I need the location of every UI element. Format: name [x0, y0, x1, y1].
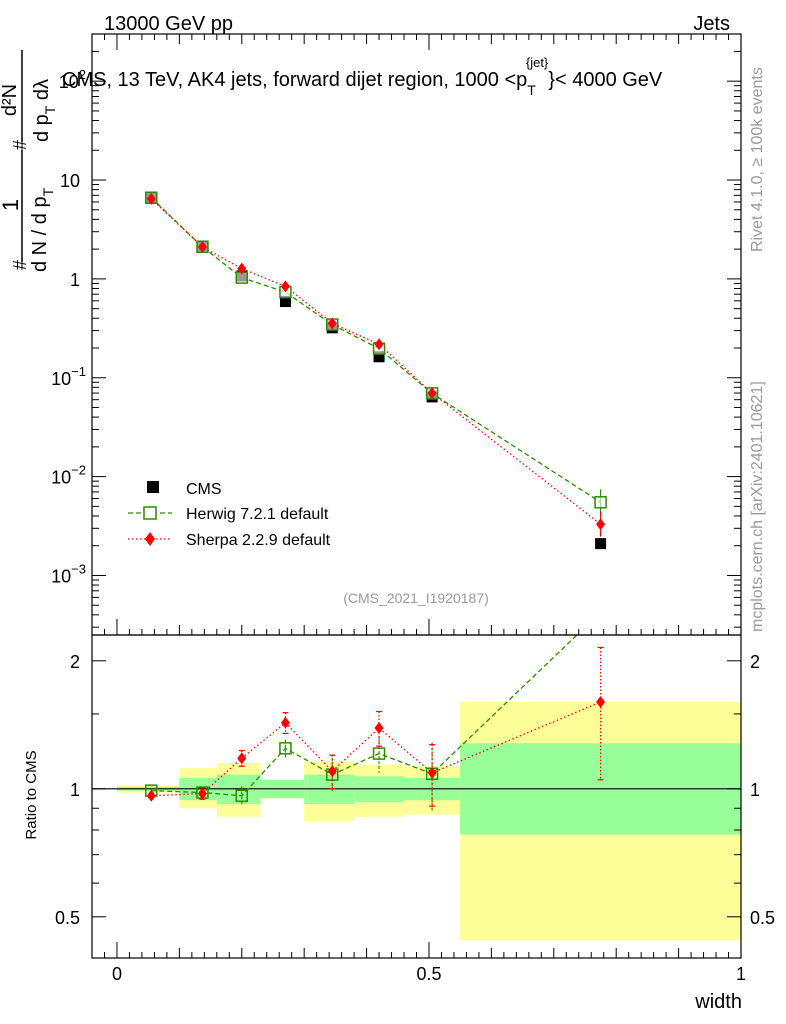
ratio-y-tick-label-right: 2	[750, 652, 760, 672]
sherpa-ratio-line	[151, 701, 601, 797]
sherpa-ratio-point	[427, 766, 437, 779]
ratio-x-tick-label: 0	[112, 964, 122, 984]
sherpa-ratio-point	[280, 716, 290, 729]
main-title-start: CMS, 13 TeV, AK4 jets, forward dijet reg…	[62, 69, 527, 91]
legend-herwig-label: Herwig 7.2.1 default	[186, 506, 329, 523]
main-title-end: }< 4000 GeV	[548, 69, 663, 91]
sherpa-point	[237, 262, 247, 275]
sherpa-ratio-point	[197, 787, 207, 800]
legend-cms-marker	[147, 481, 159, 493]
herwig-ratio-point	[279, 742, 292, 755]
ratio-ylabel: Ratio to CMS	[23, 750, 40, 839]
sherpa-ratio-point	[146, 789, 156, 802]
herwig-ratio-point	[372, 747, 386, 760]
main-title-sub: T	[527, 82, 536, 98]
header-left: 13000 GeV pp	[104, 13, 233, 35]
sherpa-ratio-point	[327, 765, 337, 778]
cms-data-point	[595, 538, 607, 550]
header-right: Jets	[693, 13, 730, 35]
mcplots-credit-text: mcplots.cern.ch [arXiv:2401.10621]	[749, 381, 766, 632]
ylabel-hash-1: #	[10, 260, 30, 270]
sherpa-ratio-point	[237, 752, 247, 765]
main-title: CMS, 13 TeV, AK4 jets, forward dijet reg…	[62, 55, 663, 98]
legend-herwig-marker	[143, 506, 157, 520]
herwig-main-line	[150, 197, 601, 503]
ratio-y-tick-label-left: 2	[70, 652, 80, 672]
sherpa-point	[197, 241, 207, 254]
ylabel-hash-2: #	[10, 140, 30, 150]
sherpa-point	[427, 387, 437, 400]
sherpa-ratio-point	[374, 721, 384, 734]
ylabel-deriv-num: d²N	[0, 84, 21, 116]
ratio-y-tick-label-right: 0.5	[750, 908, 775, 928]
ratio-y-tick-label-right: 1	[750, 780, 760, 800]
cms-data-point	[279, 296, 291, 308]
herwig-point	[594, 496, 607, 509]
herwig-ratio-point	[235, 789, 249, 803]
herwig-ratio-line	[151, 634, 578, 797]
sherpa-point	[374, 338, 384, 351]
analysis-watermark: (CMS_2021_I1920187)	[343, 590, 489, 606]
ylabel-frac-num: 1	[0, 199, 23, 211]
ylabel-deriv-den: d pT dλ	[31, 79, 58, 142]
main-y-tick-label: 1	[70, 270, 80, 290]
cms-data-point	[373, 351, 385, 363]
rivet-version-text: Rivet 4.1.0, ≥ 100k events	[749, 67, 766, 252]
main-y-tick-label: 10−1	[51, 364, 86, 389]
sherpa-point	[327, 317, 337, 330]
main-y-tick-label: 10−3	[51, 561, 86, 586]
ratio-x-tick-label: 0.5	[416, 964, 441, 984]
sherpa-point	[596, 518, 606, 531]
ratio-y-tick-label-left: 0.5	[55, 908, 80, 928]
legend-cms-label: CMS	[186, 481, 222, 498]
main-y-tick-label: 102	[59, 67, 86, 92]
legend-sherpa-marker	[145, 532, 155, 546]
main-title-sup: {jet}	[526, 55, 549, 70]
sherpa-point	[280, 280, 290, 293]
ylabel-frac-den: d N / d pT	[29, 187, 56, 272]
ratio-x-tick-label: 1	[736, 964, 746, 984]
sherpa-main-line	[150, 198, 601, 525]
sherpa-ratio-point	[596, 696, 606, 709]
main-y-tick-label: 10	[60, 171, 80, 191]
main-ylabel: # 1 d N / d pT # d²N d pT dλ	[0, 50, 58, 272]
ratio-y-tick-label-left: 1	[70, 780, 80, 800]
legend: CMS Herwig 7.2.1 default Sherpa 2.2.9 de…	[128, 481, 331, 549]
legend-sherpa-label: Sherpa 2.2.9 default	[186, 532, 331, 549]
main-y-tick-label: 10−2	[51, 463, 86, 488]
sherpa-point	[146, 192, 156, 205]
x-axis-label: width	[694, 991, 742, 1013]
